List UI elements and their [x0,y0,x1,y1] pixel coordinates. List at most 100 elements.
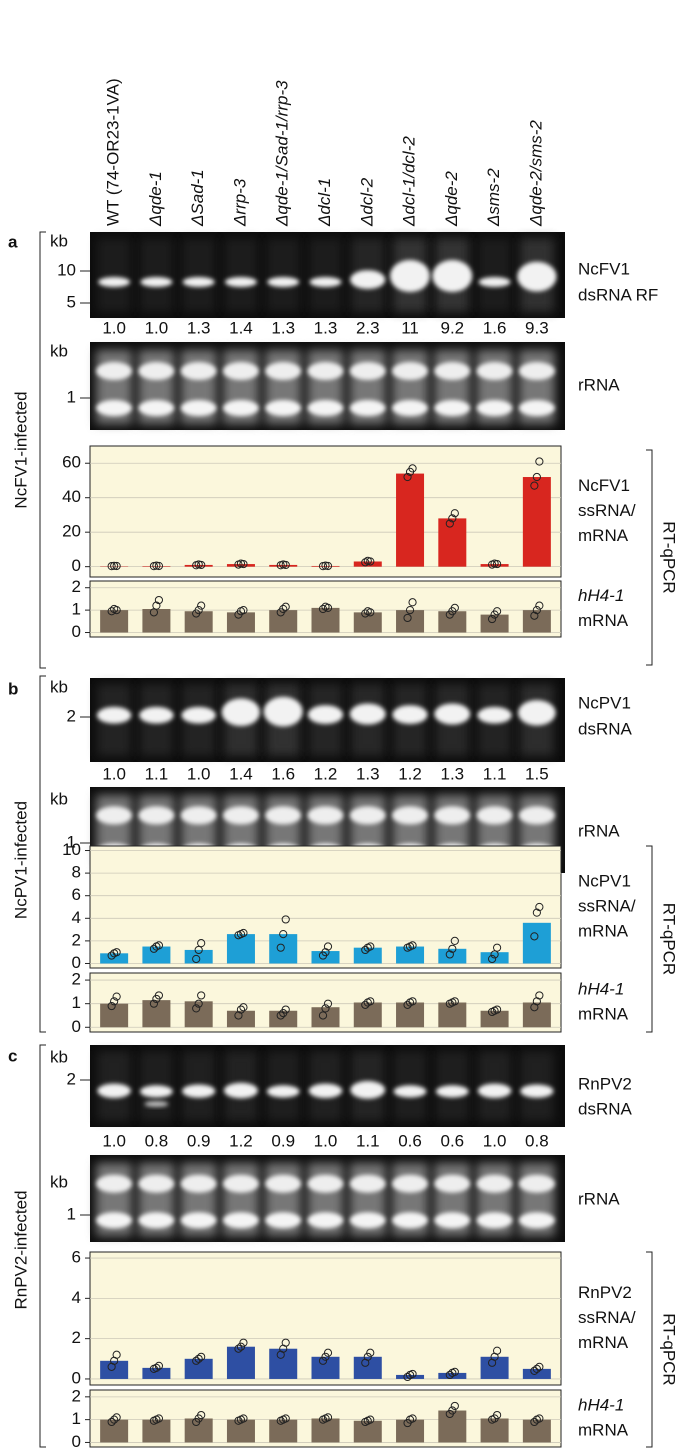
quantity: 1.2 [398,764,422,783]
replicate-point [450,997,459,1006]
gel-band [392,1174,429,1193]
gel-band [265,362,302,381]
gel-label: NcFV1 [578,259,630,278]
replicate-point [279,604,288,614]
replicate-point [318,1011,328,1020]
quantity: 2.3 [356,318,380,337]
bar [226,612,255,633]
replicate-point [487,614,497,624]
panel-bracket [39,675,46,1033]
replicate-point [110,1415,119,1424]
replicate-point [492,1410,502,1420]
strain-label: ΔSad-1 [188,169,207,227]
replicate-point [321,948,330,957]
gel-band [434,400,471,416]
y-tick-label: 1 [72,1409,81,1428]
replicate-point [323,1348,333,1357]
gel-band [96,400,133,416]
gel-band [138,362,175,381]
bar [396,946,425,964]
strain-label: Δdcl-1 [315,178,334,227]
replicate-point [192,954,201,964]
quantity: 1.1 [356,1131,380,1150]
gel-smear [181,238,216,312]
y-tick-label: 2 [72,1328,81,1347]
gel-band [392,362,429,381]
gel-band [392,1212,429,1229]
gel-band [224,277,257,287]
gel-band [96,362,133,381]
gel-band [392,400,429,416]
gel-band [477,1083,512,1099]
bar [226,1419,255,1443]
replicate-point [152,561,161,570]
replicate-point [450,1401,459,1411]
bar [353,612,382,633]
strain-label: Δrrp-3 [230,178,249,227]
replicate-point [321,561,330,570]
chart-label: ssRNA/ [578,1308,636,1327]
gel-band [518,1212,555,1229]
gel-band [307,1174,344,1193]
y-tick-label: 0 [72,622,81,641]
rt-bracket [646,449,653,666]
gel-label: dsRNA [578,719,633,738]
gel-label: NcPV1 [578,693,631,712]
size-marker: 1 [67,387,76,406]
replicate-point [403,613,412,623]
bar [269,1419,298,1443]
kb-label: kb [50,231,68,250]
strain-label: Δdcl-1/dcl-2 [400,136,419,227]
gel-band [518,362,555,381]
replicate-point [532,472,541,482]
gel-band [140,277,173,287]
replicate-point [107,607,116,616]
bar [438,611,467,633]
bar [184,611,213,633]
y-tick-label: 0 [72,953,81,972]
replicate-point [366,997,375,1006]
replicate-point [112,992,121,1001]
bar [522,1419,551,1443]
replicate-point [532,1364,541,1373]
chart-label: mRNA [578,526,629,545]
quantity: 0.6 [440,1131,464,1150]
gel-band [307,400,344,416]
replicate-point [535,991,544,1000]
infected-label: NcFV1-infected [11,391,30,508]
replicate-point [408,1369,417,1379]
gel-band [267,277,300,287]
replicate-point [281,1414,290,1423]
strain-label: Δsms-2 [484,168,503,227]
bar [353,947,382,964]
replicate-point [530,1366,539,1375]
gel-label: rRNA [578,821,620,840]
gel-band [518,806,555,825]
replicate-point [107,562,116,571]
chart-label: NcFV1 [578,476,630,495]
bar [226,934,255,964]
gel-band [221,698,261,726]
gel-band [96,1212,133,1229]
replicate-point [321,1004,330,1013]
y-tick-label: 1 [72,600,81,619]
gel-label: rRNA [578,375,620,394]
gel-band [518,400,555,416]
replicate-point [281,1005,290,1014]
gel-band [517,261,557,292]
quantity: 0.6 [398,1131,422,1150]
bar [100,1003,129,1028]
strain-label: Δqde-2 [442,171,461,227]
replicate-point [408,941,417,950]
replicate-point [450,1367,459,1377]
gel-band [476,400,513,416]
gel-band [222,1174,259,1193]
kb-label: kb [50,677,68,696]
quantity: 1.0 [314,1131,338,1150]
replicate-point [535,1362,544,1371]
gel-band [392,806,429,825]
replicate-point [239,928,248,938]
replicate-point [535,457,544,466]
strain-label: Δqde-1/Sad-1/rrp-3 [273,80,292,227]
replicate-point [445,519,454,528]
